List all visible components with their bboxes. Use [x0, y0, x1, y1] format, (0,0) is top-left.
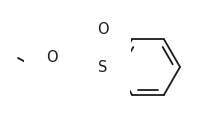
Text: O: O	[97, 22, 109, 38]
Text: O: O	[46, 51, 58, 66]
Text: S: S	[98, 60, 108, 75]
